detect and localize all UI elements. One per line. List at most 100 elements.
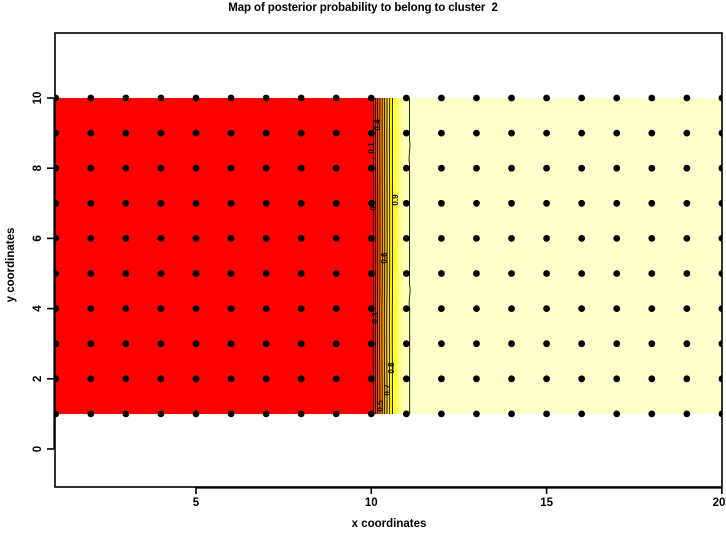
fill-band-0.7 xyxy=(387,98,390,414)
data-point xyxy=(718,199,722,207)
data-point xyxy=(683,375,691,383)
fill-band-red xyxy=(55,98,374,414)
data-point xyxy=(718,164,722,172)
data-point xyxy=(227,129,235,137)
data-point xyxy=(227,199,235,207)
data-point xyxy=(367,94,375,102)
y-tick-label-8: 8 xyxy=(32,164,44,171)
data-point xyxy=(613,410,621,418)
data-point xyxy=(55,129,60,137)
data-point xyxy=(157,94,165,102)
data-point xyxy=(683,305,691,312)
data-point xyxy=(613,375,621,383)
x-tick-label-10: 10 xyxy=(365,497,378,509)
fill-band-0.2 xyxy=(376,98,378,414)
data-point xyxy=(192,164,200,172)
contour-label-0.5: 0.5 xyxy=(376,400,385,412)
data-point xyxy=(297,129,305,137)
data-point xyxy=(473,410,480,418)
data-point xyxy=(367,340,375,348)
data-point xyxy=(648,410,656,418)
fill-band-0.9 xyxy=(392,98,399,414)
data-point xyxy=(227,340,235,348)
data-point xyxy=(332,235,340,242)
fill-band-0.95 xyxy=(398,98,404,414)
data-point xyxy=(297,305,305,312)
data-point xyxy=(648,235,656,242)
fill-band-pale-yellow xyxy=(392,98,722,414)
data-point xyxy=(87,270,95,277)
data-point xyxy=(508,235,515,242)
data-point xyxy=(402,94,410,102)
data-point xyxy=(87,235,95,242)
data-point xyxy=(157,305,165,312)
fill-band-1.0 xyxy=(403,98,411,414)
data-point xyxy=(55,94,60,102)
data-point xyxy=(438,199,445,207)
data-point xyxy=(297,164,305,172)
data-point xyxy=(613,340,621,348)
data-point xyxy=(122,94,130,102)
data-point xyxy=(262,94,270,102)
data-point xyxy=(438,235,445,242)
data-point xyxy=(87,129,95,137)
data-point xyxy=(332,410,340,418)
data-point xyxy=(473,94,480,102)
contour-label-0.1: 0.1 xyxy=(367,142,376,154)
data-point xyxy=(578,235,586,242)
data-point xyxy=(473,129,480,137)
data-point xyxy=(648,94,656,102)
data-point xyxy=(473,375,480,383)
data-point xyxy=(648,199,656,207)
data-point xyxy=(508,94,515,102)
data-point xyxy=(262,305,270,312)
data-point xyxy=(613,305,621,312)
data-point xyxy=(297,94,305,102)
data-point xyxy=(648,129,656,137)
data-point xyxy=(157,375,165,383)
data-point xyxy=(648,375,656,383)
heatmap-fill-region: 0.4 0.1 0.2 0.9 0.6 0.3 0.8 0.7 0.5 xyxy=(55,94,722,418)
data-point xyxy=(613,129,621,137)
data-point xyxy=(718,305,722,312)
data-point xyxy=(192,340,200,348)
data-point xyxy=(227,305,235,312)
data-point xyxy=(122,129,130,137)
data-point xyxy=(332,129,340,137)
data-point xyxy=(122,305,130,312)
data-point xyxy=(543,270,550,277)
data-point xyxy=(683,164,691,172)
page-title: Map of posterior probability to belong t… xyxy=(228,2,498,14)
data-point xyxy=(543,199,550,207)
data-point xyxy=(55,199,60,207)
data-point xyxy=(508,375,515,383)
data-point xyxy=(402,199,410,207)
data-point xyxy=(438,129,445,137)
data-point xyxy=(262,340,270,348)
data-point xyxy=(683,94,691,102)
data-point xyxy=(297,270,305,277)
data-point xyxy=(438,94,445,102)
data-point xyxy=(508,340,515,348)
x-tick-label-15: 15 xyxy=(540,497,553,509)
data-point xyxy=(402,340,410,348)
data-point xyxy=(227,375,235,383)
data-point xyxy=(192,235,200,242)
y-tick-label-6: 6 xyxy=(32,235,44,241)
data-point xyxy=(543,235,550,242)
data-point xyxy=(192,410,200,418)
data-point xyxy=(87,375,95,383)
data-point xyxy=(122,340,130,348)
data-point xyxy=(578,129,586,137)
data-point xyxy=(683,235,691,242)
data-point xyxy=(55,305,60,312)
data-point xyxy=(578,410,586,418)
data-point xyxy=(508,199,515,207)
data-point xyxy=(578,164,586,172)
data-point xyxy=(122,375,130,383)
data-point xyxy=(473,305,480,312)
fill-band-0.6 xyxy=(384,98,388,414)
data-point xyxy=(122,199,130,207)
data-point xyxy=(508,270,515,277)
data-point xyxy=(402,129,410,137)
